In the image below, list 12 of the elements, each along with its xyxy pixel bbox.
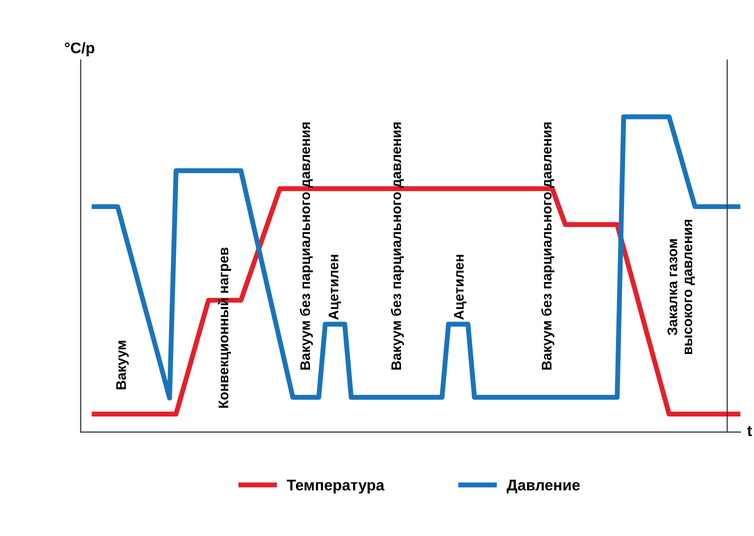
- annotation: Ацетилен: [328, 254, 342, 320]
- annotation: Конвекционный нагрев: [218, 248, 232, 408]
- x-axis-title: t: [747, 426, 752, 436]
- y-axis-title: °C/p: [64, 42, 94, 56]
- legend-label: Температура: [286, 480, 384, 494]
- annotation: Закалка газом высокого давления: [667, 220, 695, 354]
- annotation: Вакуум без парциального давления: [541, 122, 554, 370]
- annotation: Вакуум без парциального давления: [300, 122, 313, 370]
- annotation: Ацетилен: [454, 254, 466, 320]
- annotation: Вакуум без парциального давления: [390, 122, 404, 370]
- annotation: Вакуум: [116, 340, 129, 390]
- legend-label: Давление: [506, 480, 580, 494]
